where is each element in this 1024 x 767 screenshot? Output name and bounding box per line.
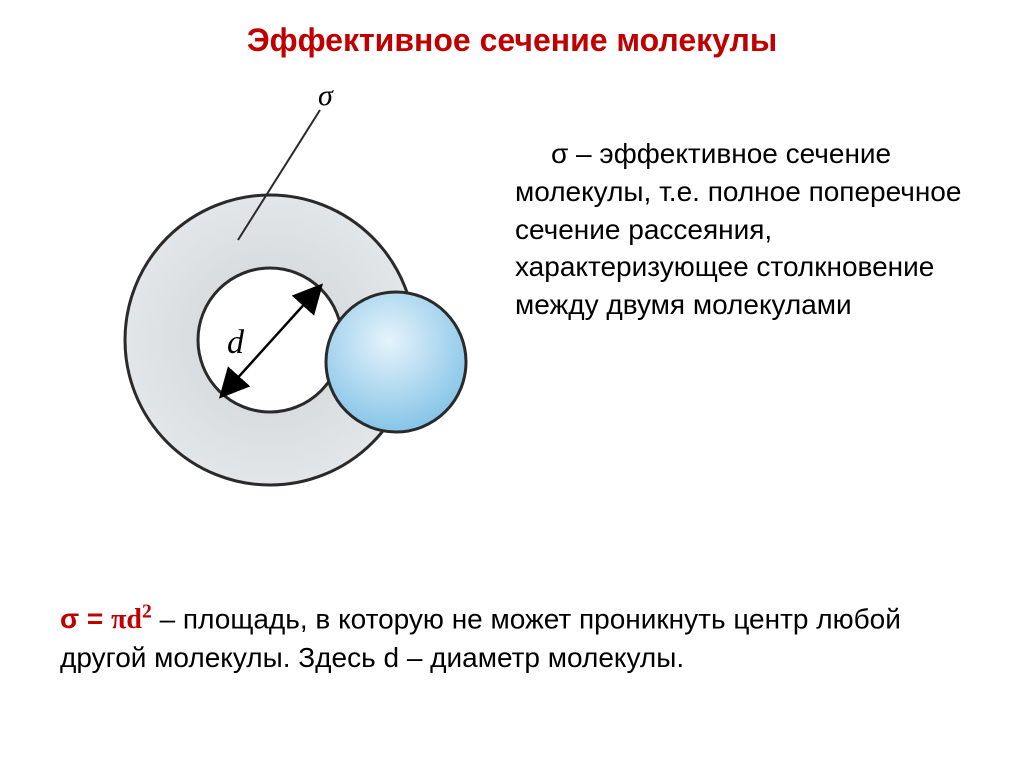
explanation-body: σ – эффективное сечение молекулы, т.е. п… xyxy=(515,138,961,320)
page-title-text: Эффективное сечение молекулы xyxy=(247,22,777,58)
cross-section-diagram: σ d xyxy=(70,75,490,505)
formula-lead: σ = πd2 xyxy=(60,603,160,634)
page: Эффективное сечение молекулы xyxy=(0,0,1024,767)
formula-equals: = xyxy=(79,603,111,634)
formula-pi: π xyxy=(111,604,126,635)
formula-exp: 2 xyxy=(142,602,152,623)
formula-block: σ = πd2 – площадь, в которую не может пр… xyxy=(60,600,970,677)
formula-tail: – площадь, в которую не может проникнуть… xyxy=(60,603,901,673)
page-title: Эффективное сечение молекулы xyxy=(0,22,1024,59)
explanation-text: σ – эффективное сечение молекулы, т.е. п… xyxy=(515,135,975,324)
diameter-label: d xyxy=(227,324,245,361)
formula-d: d xyxy=(126,604,142,635)
sigma-label: σ xyxy=(318,79,334,112)
colliding-molecule xyxy=(326,292,466,432)
formula-sigma: σ xyxy=(60,603,79,634)
sigma-ring-inner-hole xyxy=(198,268,342,412)
diagram-svg: σ d xyxy=(70,75,490,505)
